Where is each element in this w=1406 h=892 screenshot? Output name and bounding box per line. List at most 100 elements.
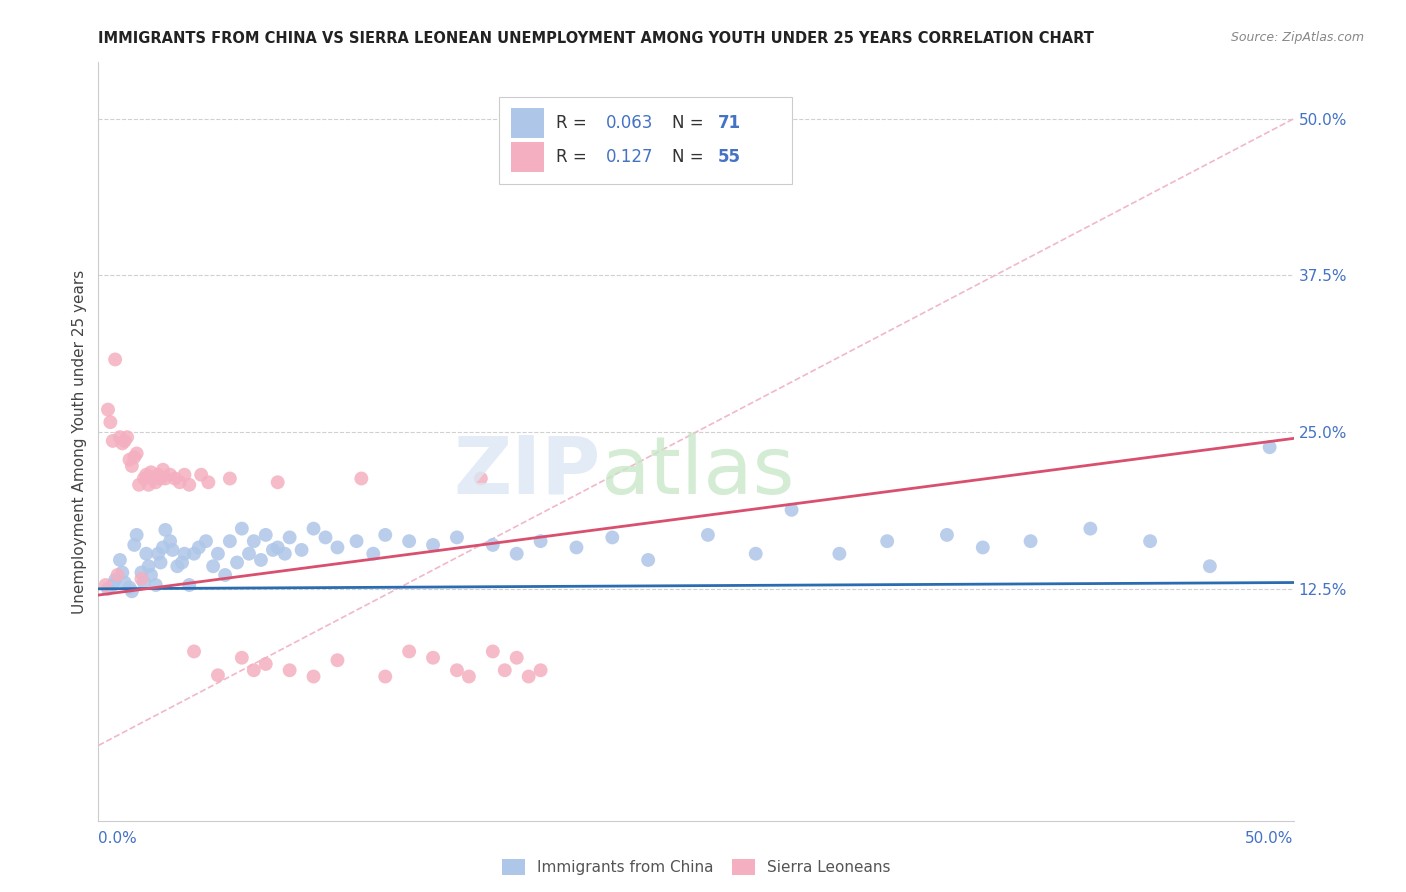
- Point: [1258, 440, 1281, 454]
- Point: [219, 471, 242, 485]
- Text: Source: ZipAtlas.com: Source: ZipAtlas.com: [1230, 31, 1364, 45]
- Point: [97, 582, 120, 596]
- Point: [159, 534, 181, 549]
- Point: [118, 452, 141, 467]
- Point: [97, 402, 120, 417]
- Point: [876, 534, 898, 549]
- Point: [207, 547, 229, 561]
- Text: N =: N =: [672, 148, 709, 166]
- Point: [274, 547, 297, 561]
- Point: [139, 568, 162, 582]
- Point: [155, 523, 177, 537]
- Point: [172, 556, 194, 570]
- Point: [398, 644, 420, 658]
- Point: [780, 503, 803, 517]
- Point: [422, 650, 444, 665]
- Point: [350, 471, 373, 485]
- Point: [108, 430, 131, 444]
- Point: [219, 534, 242, 549]
- Text: R =: R =: [557, 114, 592, 132]
- Point: [267, 541, 290, 555]
- Point: [152, 541, 174, 555]
- Point: [173, 547, 195, 561]
- Point: [226, 556, 249, 570]
- Point: [125, 528, 148, 542]
- Point: [148, 547, 170, 561]
- Point: [530, 663, 553, 677]
- Point: [602, 530, 624, 544]
- Point: [250, 553, 273, 567]
- Point: [697, 528, 720, 542]
- Point: [374, 528, 396, 542]
- Point: [214, 568, 236, 582]
- Text: 0.127: 0.127: [606, 148, 654, 166]
- Point: [1019, 534, 1042, 549]
- Point: [142, 471, 165, 485]
- Point: [128, 477, 150, 491]
- Point: [267, 475, 290, 490]
- Point: [131, 566, 153, 580]
- Point: [197, 475, 219, 490]
- Point: [302, 522, 325, 536]
- Point: [1139, 534, 1161, 549]
- Point: [481, 538, 505, 552]
- Point: [104, 573, 127, 587]
- Point: [243, 534, 266, 549]
- Point: [111, 566, 134, 580]
- Point: [346, 534, 368, 549]
- Text: R =: R =: [557, 148, 592, 166]
- Point: [254, 657, 277, 671]
- Point: [254, 528, 277, 542]
- FancyBboxPatch shape: [499, 96, 792, 184]
- Point: [125, 446, 148, 460]
- Point: [530, 534, 553, 549]
- Point: [972, 541, 994, 555]
- Point: [637, 553, 659, 567]
- Point: [94, 578, 117, 592]
- Y-axis label: Unemployment Among Youth under 25 years: Unemployment Among Youth under 25 years: [72, 269, 87, 614]
- Point: [1199, 559, 1222, 574]
- Point: [398, 534, 420, 549]
- Point: [121, 584, 143, 599]
- Point: [183, 644, 205, 658]
- Point: [278, 530, 301, 544]
- Point: [446, 663, 468, 677]
- Point: [374, 669, 396, 683]
- Point: [326, 541, 349, 555]
- Point: [238, 547, 260, 561]
- Point: [132, 575, 155, 590]
- Point: [936, 528, 959, 542]
- Point: [315, 530, 337, 544]
- Point: [111, 436, 134, 450]
- Point: [291, 543, 314, 558]
- Point: [187, 541, 209, 555]
- Point: [145, 475, 167, 490]
- Point: [302, 669, 325, 683]
- Point: [104, 352, 127, 367]
- Point: [207, 668, 229, 682]
- Point: [149, 556, 172, 570]
- Point: [481, 644, 505, 658]
- Point: [169, 475, 191, 490]
- Point: [145, 578, 167, 592]
- Point: [159, 467, 181, 482]
- Point: [138, 477, 160, 491]
- Point: [202, 559, 225, 574]
- Point: [179, 578, 201, 592]
- Point: [115, 430, 138, 444]
- Point: [152, 463, 174, 477]
- Text: 50.0%: 50.0%: [1246, 830, 1294, 846]
- Point: [166, 559, 188, 574]
- Point: [148, 467, 170, 482]
- Point: [363, 547, 385, 561]
- Point: [1080, 522, 1102, 536]
- Point: [149, 471, 172, 485]
- Text: 0.0%: 0.0%: [98, 830, 138, 846]
- Text: atlas: atlas: [600, 433, 794, 511]
- Text: IMMIGRANTS FROM CHINA VS SIERRA LEONEAN UNEMPLOYMENT AMONG YOUTH UNDER 25 YEARS : IMMIGRANTS FROM CHINA VS SIERRA LEONEAN …: [98, 31, 1094, 46]
- Point: [131, 572, 153, 586]
- Point: [828, 547, 851, 561]
- Point: [107, 568, 129, 582]
- Point: [135, 547, 157, 561]
- Point: [565, 541, 588, 555]
